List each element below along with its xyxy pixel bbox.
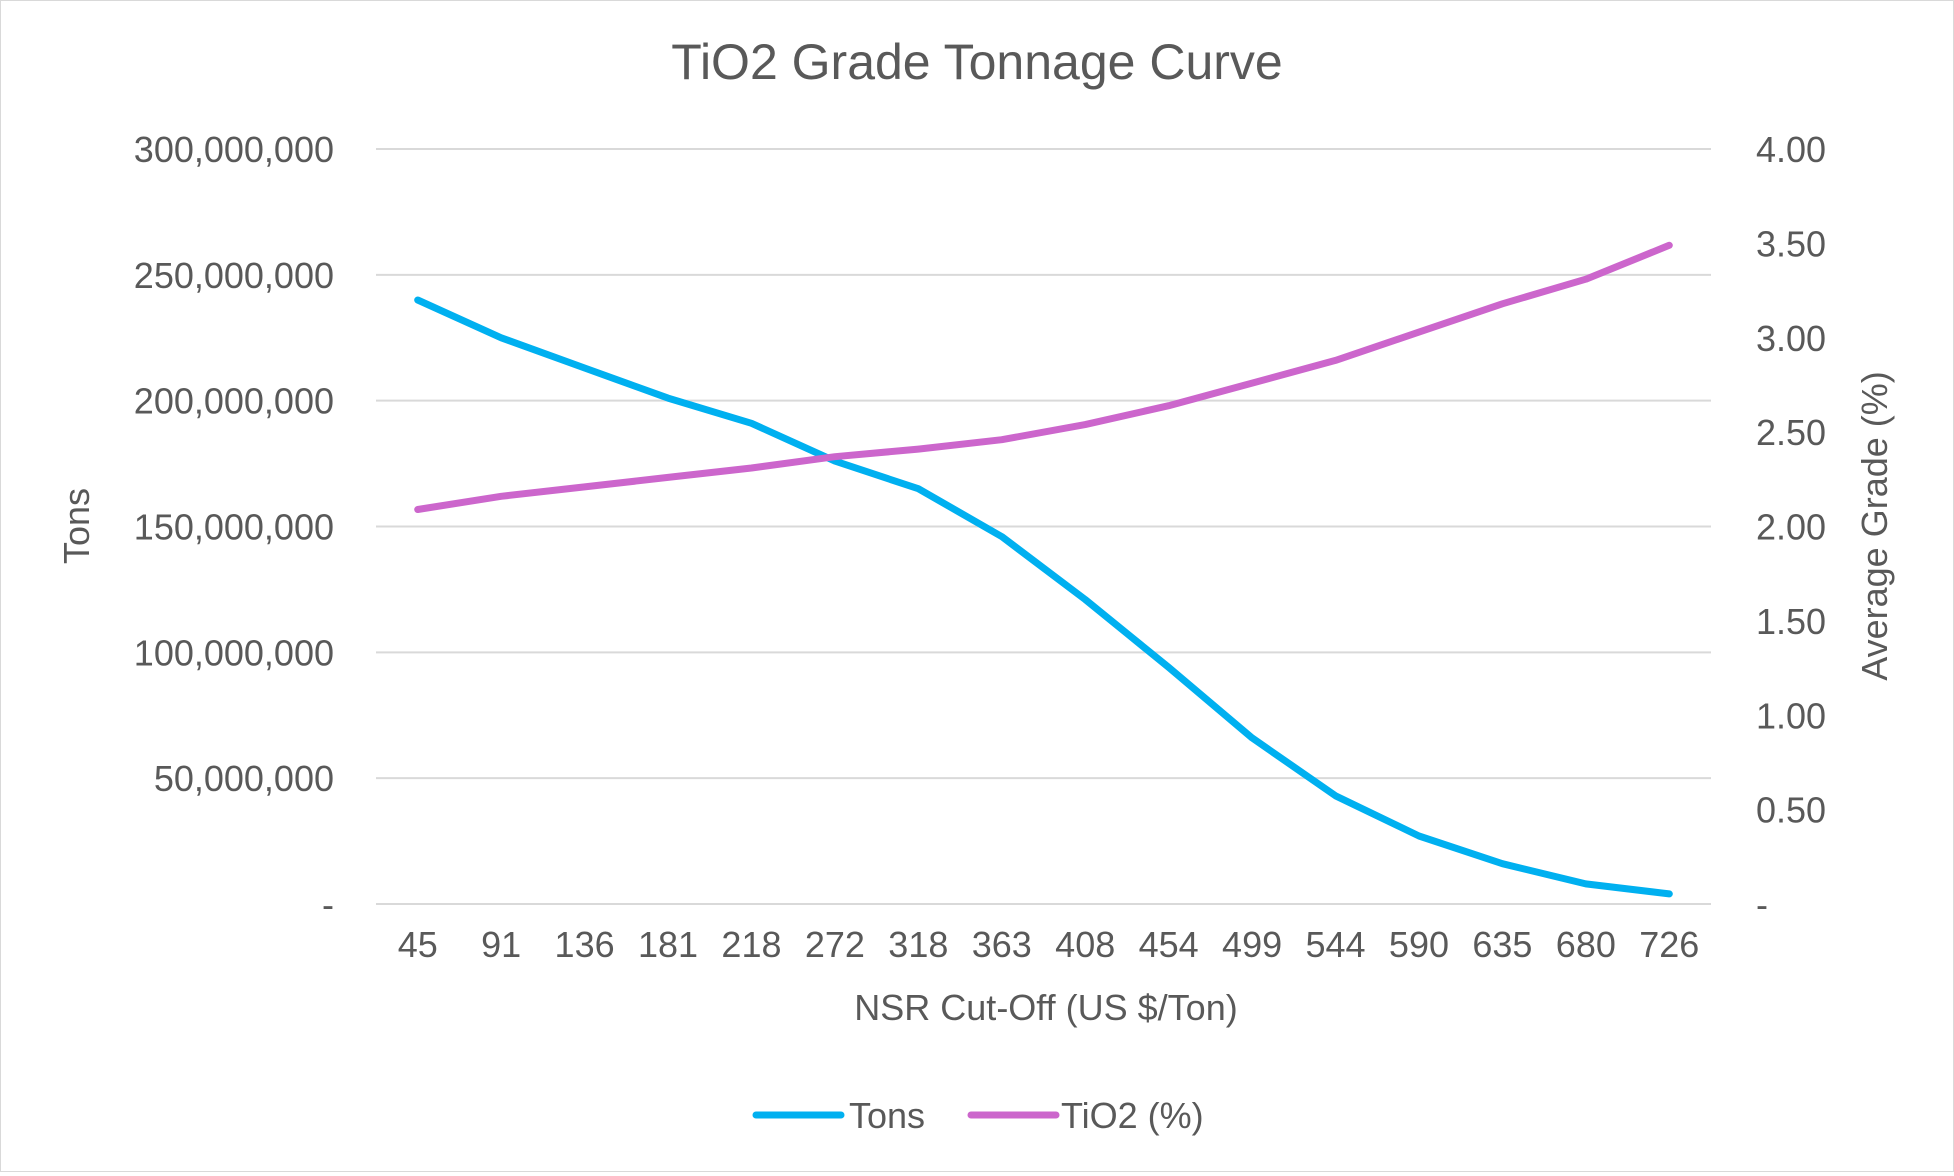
y-tick-label: 150,000,000 — [134, 507, 334, 548]
y2-tick-label: 1.50 — [1756, 601, 1826, 642]
y2-tick-label: 2.00 — [1756, 507, 1826, 548]
x-tick-label: 726 — [1639, 924, 1699, 965]
y-axis-label: Tons — [56, 488, 97, 564]
y2-tick-label: 1.00 — [1756, 695, 1826, 736]
x-tick-label: 45 — [398, 924, 438, 965]
x-tick-label: 454 — [1139, 924, 1199, 965]
y2-axis-label: Average Grade (%) — [1854, 371, 1895, 680]
left-axis-ticks: - 50,000,000 100,000,000 150,000,000 200,000… — [134, 129, 334, 925]
x-tick-label: 499 — [1222, 924, 1282, 965]
x-tick-label: 136 — [555, 924, 615, 965]
x-tick-label: 680 — [1556, 924, 1616, 965]
x-tick-label: 181 — [638, 924, 698, 965]
x-tick-label: 635 — [1472, 924, 1532, 965]
y2-tick-label: 3.00 — [1756, 318, 1826, 359]
x-axis-label: NSR Cut-Off (US $/Ton) — [854, 987, 1237, 1028]
y2-tick-label: - — [1756, 884, 1768, 925]
y-tick-label: - — [322, 884, 334, 925]
legend: Tons TiO2 (%) — [752, 1095, 1204, 1136]
x-axis-ticks: 45 91 136 181 218 272 318 363 408 454 499 544 590 635… — [398, 924, 1700, 965]
y-tick-label: 300,000,000 — [134, 129, 334, 170]
legend-label: Tons — [849, 1095, 925, 1136]
y2-tick-label: 2.50 — [1756, 412, 1826, 453]
y2-tick-label: 0.50 — [1756, 790, 1826, 831]
x-tick-label: 408 — [1055, 924, 1115, 965]
y-tick-label: 100,000,000 — [134, 632, 334, 673]
gridlines — [376, 148, 1711, 905]
x-tick-label: 218 — [721, 924, 781, 965]
x-tick-label: 363 — [972, 924, 1032, 965]
y2-tick-label: 4.00 — [1756, 129, 1826, 170]
chart-title: TiO2 Grade Tonnage Curve — [671, 34, 1282, 90]
y2-tick-label: 3.50 — [1756, 223, 1826, 264]
x-tick-label: 272 — [805, 924, 865, 965]
x-tick-label: 590 — [1389, 924, 1449, 965]
series-line-tons — [414, 296, 1673, 898]
y-tick-label: 250,000,000 — [134, 255, 334, 296]
series-lines — [414, 241, 1673, 898]
x-tick-label: 318 — [888, 924, 948, 965]
y-tick-label: 50,000,000 — [154, 758, 334, 799]
x-tick-label: 91 — [481, 924, 521, 965]
right-axis-ticks: - 0.50 1.00 1.50 2.00 2.50 3.00 3.50 4.00 — [1756, 129, 1826, 925]
x-tick-label: 544 — [1305, 924, 1365, 965]
series-line-tio2 — [414, 241, 1673, 513]
y-tick-label: 200,000,000 — [134, 381, 334, 422]
legend-label: TiO2 (%) — [1061, 1095, 1204, 1136]
